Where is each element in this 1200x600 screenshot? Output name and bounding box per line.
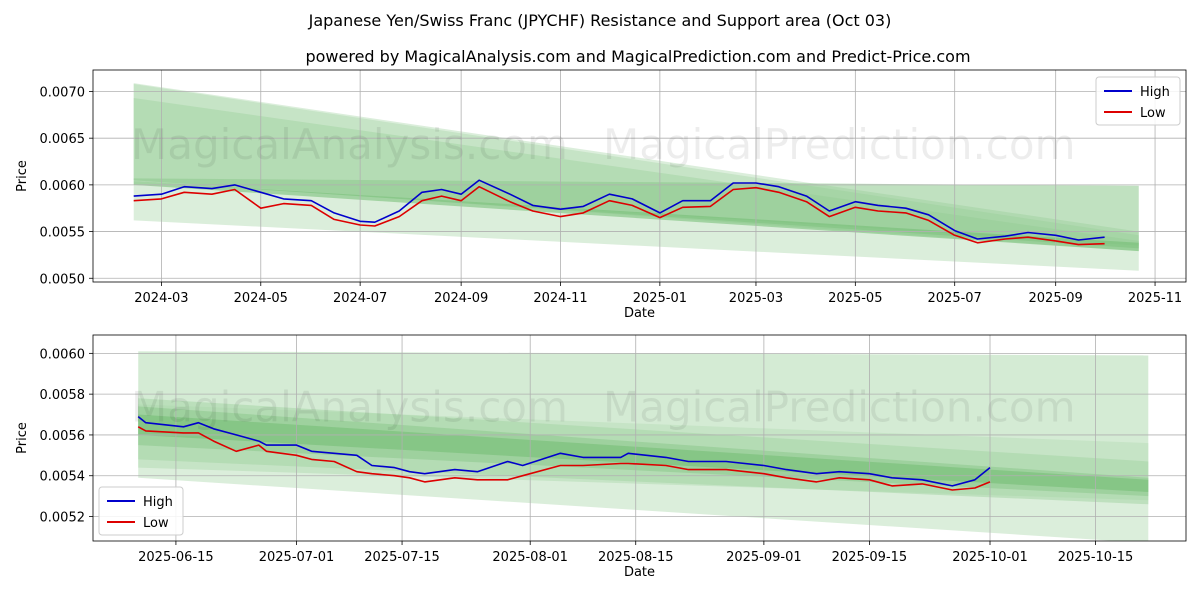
series-lines [137,415,991,491]
watermark-text: MagicalAnalysis.com [131,120,568,169]
y-tick-label: 0.0054 [40,470,86,485]
y-tick-label: 0.0052 [40,511,86,526]
top-panel: 2024-03 2024-05 2024-07 2024-09 2024-11 2025-… [15,69,1187,321]
x-tick-label: 2025-03 [729,291,783,306]
x-tick-label: 2024-09 [434,291,488,306]
watermark-text: MagicalPrediction.com [603,120,1076,169]
legend: High Low [1095,76,1181,126]
chart-subtitle: powered by MagicalAnalysis.com and Magic… [305,47,970,66]
legend-label-low: Low [1140,106,1166,121]
x-tick-label: 2025-09 [1029,291,1083,306]
band-5 [138,414,1149,493]
x-tick-label: 2024-03 [134,291,188,306]
x-tick-label: 2025-07 [928,291,982,306]
band-5 [133,181,1139,252]
y-tick-label: 0.0060 [40,347,86,362]
x-tick-label: 2025-08-15 [598,550,674,565]
y-tick-label: 0.0050 [40,272,86,287]
watermark-text: MagicalPrediction.com [603,383,1076,432]
x-tick-label: 2025-11 [1128,291,1182,306]
watermark-text: MagicalAnalysis.com [131,383,568,432]
x-tick-label: 2025-10-15 [1058,550,1134,565]
y-tick-label: 0.0065 [40,132,86,147]
series-low-line [133,185,1105,246]
x-tick-label: 2025-09-01 [726,550,802,565]
y-tick-label: 0.0070 [40,85,86,100]
x-axis-label: Date [624,306,655,321]
x-axis-label: Date [624,565,655,580]
y-axis-label: Price [15,160,30,192]
legend-label-high: High [143,495,173,510]
y-axis-label: Price [15,422,30,454]
x-tick-label: 2025-06-15 [138,550,214,565]
y-tick-label: 0.0055 [40,226,86,241]
grid [93,335,1186,541]
x-tick-label: 2025-10-01 [952,550,1028,565]
support-resistance-bands [138,351,1149,541]
bottom-panel: 2025-06-15 2025-07-01 2025-07-15 2025-08-01… [15,334,1187,580]
plot-frame [92,69,1187,283]
support-resistance-bands [133,83,1139,271]
series-high-line [133,179,1105,241]
series-low-line [137,426,991,491]
x-tick-label: 2025-09-15 [832,550,908,565]
x-tick-label: 2025-01 [633,291,687,306]
x-tick-label: 2025-05 [828,291,882,306]
x-tick-label: 2025-08-01 [492,550,568,565]
x-tick-label: 2025-07-15 [364,550,440,565]
x-tick-label: 2024-05 [234,291,288,306]
x-tick-label: 2024-07 [333,291,387,306]
y-tick-label: 0.0058 [40,388,86,403]
legend-label-low: Low [143,516,169,531]
y-tick-label: 0.0056 [40,429,86,444]
series-lines [133,179,1105,246]
plot-frame [92,334,1187,542]
legend-label-high: High [1140,85,1170,100]
y-tick-label: 0.0060 [40,179,86,194]
series-high-line [137,415,991,487]
x-tick-label: 2025-07-01 [259,550,335,565]
legend: High Low [98,486,184,536]
x-tick-label: 2024-11 [533,291,587,306]
grid [93,70,1186,282]
chart-title: Japanese Yen/Swiss Franc (JPYCHF) Resist… [308,11,892,30]
